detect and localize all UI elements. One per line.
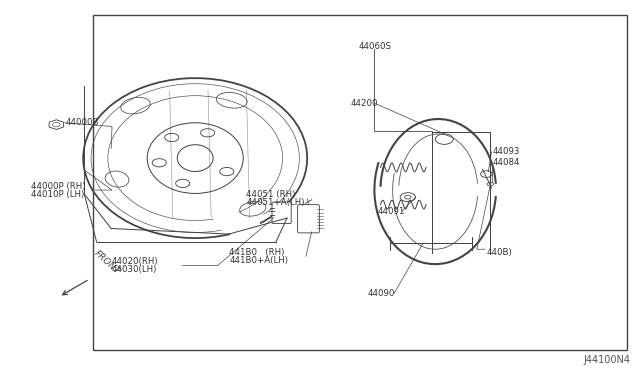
Text: 44051+A(LH): 44051+A(LH) — [246, 198, 305, 207]
Text: J44100N4: J44100N4 — [584, 355, 630, 365]
Text: 44091: 44091 — [378, 207, 405, 216]
Text: 44000P (RH): 44000P (RH) — [31, 182, 85, 190]
Text: 440B): 440B) — [486, 248, 512, 257]
Text: 44051 (RH): 44051 (RH) — [246, 190, 296, 199]
Bar — [93, 15, 627, 350]
FancyBboxPatch shape — [298, 205, 319, 233]
Text: 44000B: 44000B — [66, 118, 99, 126]
Text: 44010P (LH): 44010P (LH) — [31, 190, 84, 199]
Text: 44030(LH): 44030(LH) — [112, 265, 157, 274]
Text: 44090: 44090 — [368, 289, 396, 298]
Text: 44093: 44093 — [493, 147, 520, 156]
FancyBboxPatch shape — [272, 202, 291, 224]
Text: 44200: 44200 — [351, 99, 378, 108]
Text: 441B0   (RH): 441B0 (RH) — [229, 248, 285, 257]
Text: FRONT: FRONT — [92, 249, 121, 276]
Text: 44020(RH): 44020(RH) — [112, 257, 159, 266]
Text: 441B0+A(LH): 441B0+A(LH) — [229, 256, 288, 265]
Text: 44060S: 44060S — [358, 42, 392, 51]
Text: 44084: 44084 — [493, 158, 520, 167]
